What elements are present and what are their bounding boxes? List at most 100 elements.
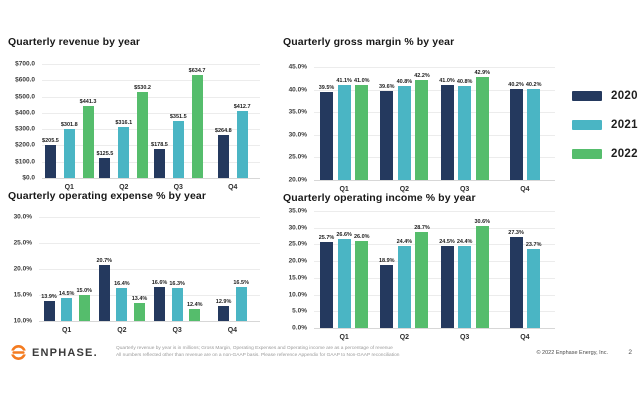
bar-value-label: 42.2% [414, 72, 430, 79]
bar-value-label: 25.7% [318, 235, 335, 242]
x-axis-label-q4: Q4 [228, 184, 238, 191]
x-axis-label-q1: Q1 [339, 334, 349, 341]
gridline [39, 217, 260, 218]
bar-2022-q2 [133, 303, 145, 321]
bar-2021-q1 [337, 239, 351, 328]
bar-value-label: 39.5% [318, 84, 335, 91]
legend-item-2022: 2022 [572, 148, 638, 160]
bar-group-q1: 13.9% 14.5% 15.0% Q1 [41, 217, 92, 334]
bar-value-label: 28.7% [414, 225, 430, 232]
gridline [314, 134, 555, 136]
bar-value-label: 15.0% [76, 288, 93, 294]
legend-label-2021: 2021 [611, 119, 638, 131]
bar-column: 26.6% [336, 211, 352, 328]
bar-group-q2: 20.7% 16.4% 13.4% Q2 [96, 217, 147, 334]
copyright-text: © 2022 Enphase Energy, Inc. [536, 350, 608, 356]
chart-title-gross-margin: Quarterly gross margin % by year [283, 36, 455, 48]
y-tick-label: 5.0% [292, 307, 307, 315]
chart-title-operating-expense: Quarterly operating expense % by year [8, 190, 207, 202]
y-tick-label: $100.0 [15, 158, 35, 166]
bar-2021-q4 [527, 248, 541, 328]
y-tick-label: 45.0% [288, 63, 307, 71]
bar-2021-q3 [458, 85, 472, 180]
legend-item-2021: 2021 [572, 119, 638, 131]
enphase-logo-text: ENPHASE. [32, 346, 98, 359]
bar-column: 13.9% [41, 217, 57, 321]
gridline [42, 112, 260, 114]
bar-group-q4: 40.2% 40.2% Q4 [502, 67, 547, 193]
bar-column: 40.8% [397, 67, 412, 180]
bar-2020-q4 [217, 134, 229, 178]
legend-swatch-2021 [572, 120, 602, 130]
bar-column: $351.5 [170, 64, 187, 178]
plot-area-operating-income: 25.7% 26.6% 26.0% Q1 18.9% 24.4% 28.7% Q2 24.5% 2… [314, 211, 555, 341]
x-axis-label-q2: Q2 [117, 327, 127, 334]
bar-value-label: 41.0% [353, 78, 370, 85]
bar-group-q2: 18.9% 24.4% 28.7% Q2 [379, 211, 430, 341]
gridline [39, 295, 260, 296]
x-axis-label-q1: Q1 [61, 327, 72, 334]
bar-2021-q3 [458, 246, 472, 328]
bar-value-label: $205.5 [42, 137, 59, 144]
y-tick-label: 40.0% [288, 86, 307, 94]
bar-group-q1: 39.5% 41.1% 41.0% Q1 [318, 67, 370, 193]
bar-column: 13.4% [132, 217, 147, 321]
x-axis-label-q2: Q2 [399, 186, 410, 193]
bar-value-label: 40.2% [508, 81, 524, 88]
y-tick-label: 30.0% [288, 224, 307, 232]
y-tick-label: 25.0% [13, 239, 32, 247]
bar-2020-q2 [380, 264, 394, 328]
gridline [42, 161, 260, 163]
plot-area-revenue: $205.5 $301.8 $441.3 Q1 $125.5 $316.1 $530.2 Q2… [42, 64, 260, 191]
y-tick-label: 25.0% [288, 240, 307, 248]
bar-column: 41.0% [354, 67, 370, 180]
bar-value-label: 24.4% [456, 239, 473, 246]
bar-value-label: 16.5% [233, 280, 249, 287]
x-axis-label-q4: Q4 [227, 327, 238, 334]
bar-2021-q2 [397, 246, 411, 328]
gridline [314, 294, 555, 296]
bar-column: $412.7 [234, 64, 251, 178]
bar-column: 16.6% [152, 217, 167, 321]
y-tick-label: $600.0 [15, 76, 35, 84]
y-axis-gross-margin: 45.0% 40.0% 35.0% 30.0% 25.0% 20.0% [283, 63, 314, 184]
bar-value-label: $125.5 [96, 150, 114, 157]
year-legend: 2020 2021 2022 [572, 90, 638, 177]
bar-2020-q1 [43, 300, 55, 321]
bar-column: 12.4% [187, 217, 203, 321]
bar-column: $264.8 [215, 64, 232, 178]
bar-column: $125.5 [96, 64, 114, 178]
bar-2020-q1 [44, 144, 56, 178]
gridline [314, 227, 555, 229]
y-tick-label: 20.0% [288, 257, 307, 265]
y-tick-label: $300.0 [15, 125, 35, 133]
legend-swatch-2020 [572, 91, 602, 101]
legend-label-2020: 2020 [611, 90, 638, 102]
bar-value-label: $351.5 [169, 113, 187, 120]
bar-2020-q4 [509, 236, 523, 328]
bar-2022-q3 [475, 225, 489, 328]
bar-column: 40.2% [526, 67, 541, 180]
bar-value-label: 39.6% [378, 84, 395, 91]
bar-column: 24.4% [397, 211, 412, 328]
x-axis-label-q4: Q4 [520, 186, 530, 193]
bar-group-q1: 25.7% 26.6% 26.0% Q1 [318, 211, 370, 341]
bar-column: 14.5% [59, 217, 74, 321]
legend-label-2022: 2022 [611, 148, 638, 160]
bar-column: 25.7% [318, 211, 335, 328]
chart-title-operating-income: Quarterly operating income % by year [283, 192, 476, 204]
bar-2020-q3 [440, 85, 454, 180]
gridline [314, 67, 555, 68]
bar-column: 40.8% [457, 67, 472, 180]
bar-value-label: 12.4% [186, 301, 203, 308]
x-axis-label-q4: Q4 [520, 334, 530, 341]
chart-title-revenue: Quarterly revenue by year [8, 36, 141, 48]
bar-column: 26.0% [354, 211, 370, 328]
bar-column: 42.2% [414, 67, 430, 180]
y-tick-label: 30.0% [13, 213, 32, 221]
bar-2020-q3 [440, 246, 454, 328]
bar-value-label: $316.1 [115, 119, 133, 126]
bar-column: 39.5% [318, 67, 335, 180]
bar-2021-q1 [337, 84, 351, 180]
